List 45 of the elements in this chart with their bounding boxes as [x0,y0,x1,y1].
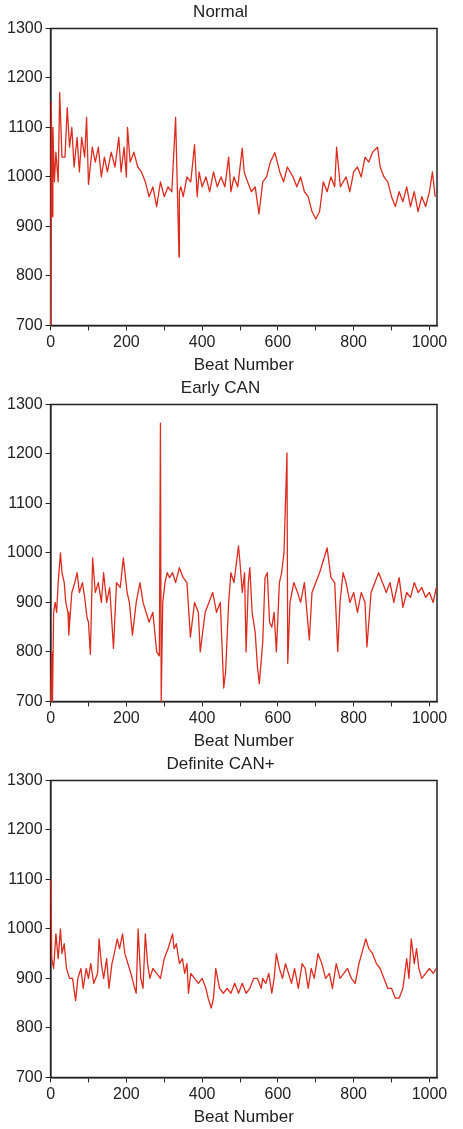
y-tick-label: 1300 [7,770,43,788]
x-tick-label: 400 [188,333,216,351]
x-tick-label: 400 [188,709,216,727]
y-tick-label: 700 [15,315,43,333]
x-tick-label: 600 [264,1085,292,1103]
y-tick-label: 1200 [7,444,43,462]
y-tick-label: 700 [15,691,43,709]
y-tick-label: 1200 [7,68,43,86]
x-tick-label: 400 [188,1085,216,1103]
x-axis-title: Beat Number [193,1107,295,1127]
y-tick-label: 800 [15,266,43,284]
y-tick-label: 1300 [7,394,43,412]
y-tick-label: 800 [15,642,43,660]
x-tick-label: 600 [264,709,292,727]
y-tick-label: 1100 [8,117,43,135]
x-tick-label: 200 [113,1085,140,1103]
x-tick-label: 800 [340,1085,368,1103]
y-tick-label: 1300 [7,18,43,36]
x-tick-label: 1000 [411,1085,448,1103]
x-axis-title: Beat Number [193,731,295,751]
y-tick-label: 800 [15,1018,43,1036]
y-tick-label: 1200 [7,820,43,838]
x-tick-label: 200 [113,709,140,727]
y-tick-label: 1100 [8,493,43,511]
chart-title: Definite CAN+ [166,753,275,773]
y-tick-label: 1100 [8,869,43,887]
x-tick-label: 1000 [411,333,448,351]
x-tick-label: 800 [340,333,368,351]
x-tick-label: 800 [340,709,368,727]
y-tick-label: 1000 [7,919,43,937]
chart-title: Normal [193,1,248,21]
y-tick-label: 700 [15,1067,43,1085]
y-tick-label: 1000 [7,543,43,561]
x-tick-label: 1000 [411,709,448,727]
x-axis-title: Beat Number [193,355,295,375]
x-tick-label: 0 [46,1085,56,1103]
y-tick-label: 900 [15,592,43,610]
y-tick-label: 900 [15,216,43,234]
x-tick-label: 0 [46,709,56,727]
y-tick-label: 900 [15,968,43,986]
x-tick-label: 0 [46,333,56,351]
y-tick-label: 1000 [7,167,43,185]
x-tick-label: 200 [113,333,140,351]
chart-title: Early CAN [180,377,261,397]
x-tick-label: 600 [264,333,292,351]
